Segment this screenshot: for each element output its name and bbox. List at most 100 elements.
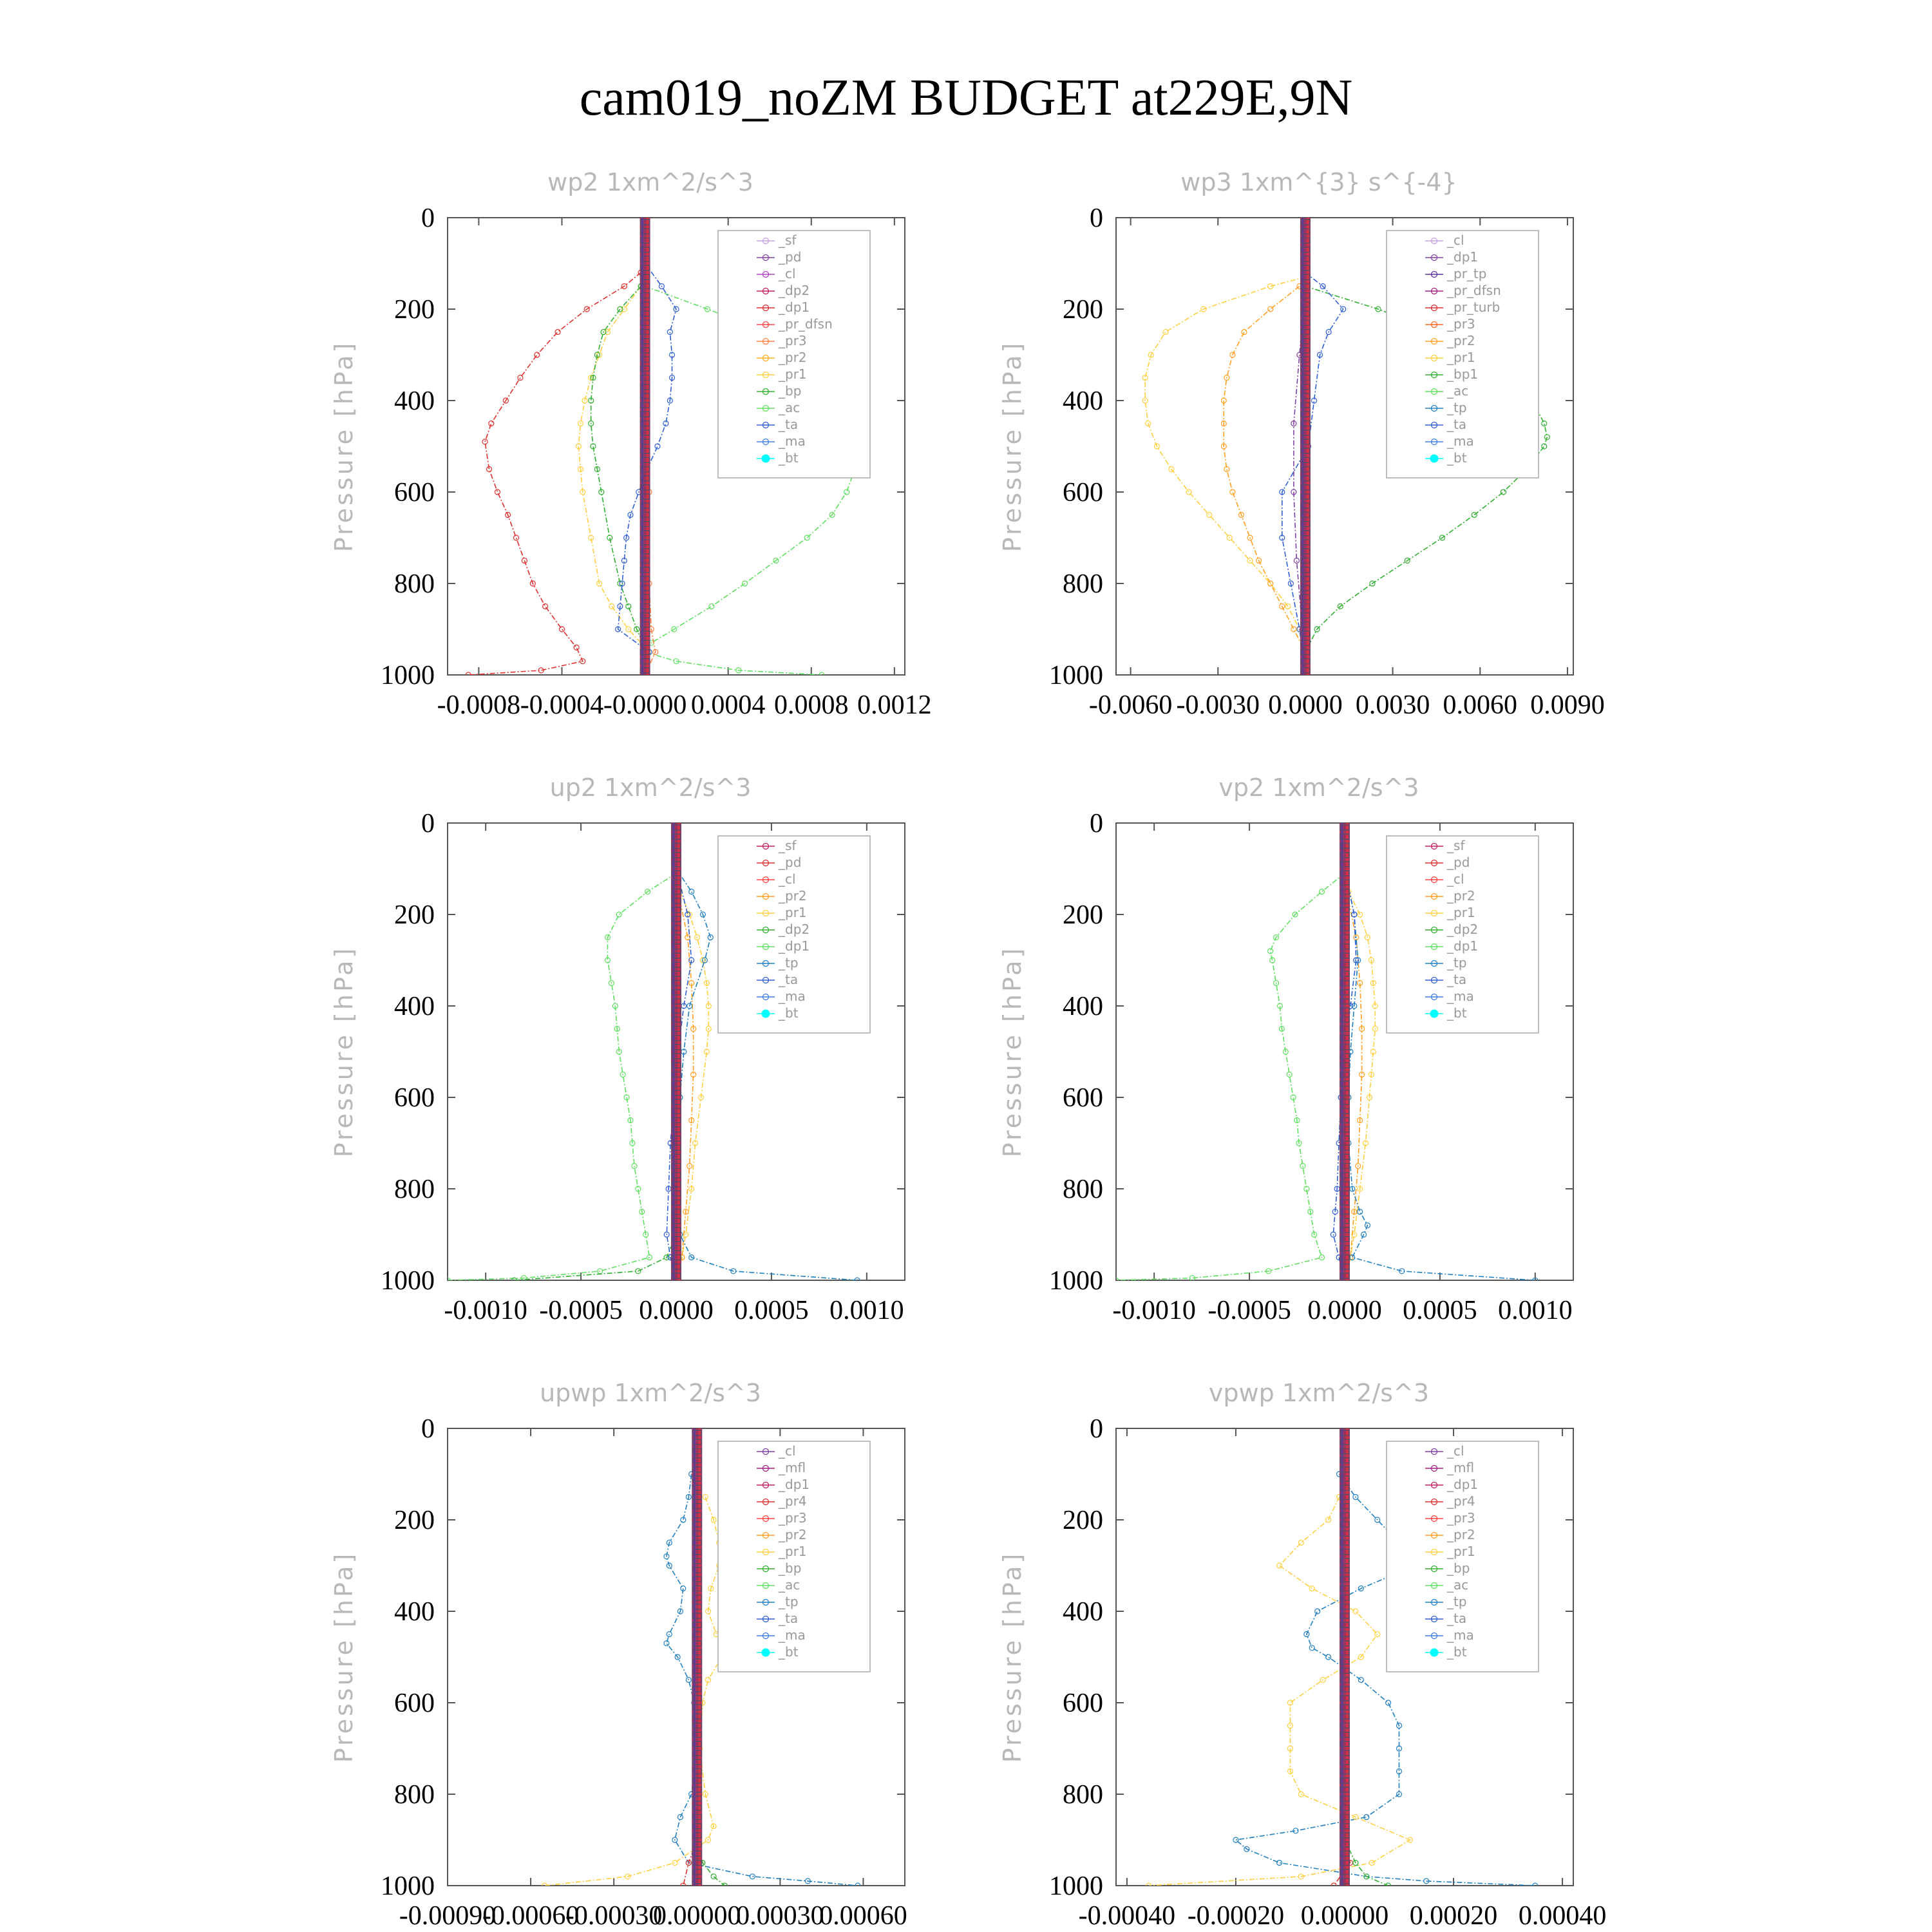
series-group [1116,823,1539,1280]
series-line-pr1 [578,286,650,675]
legend-entry: _pr2 [778,1527,807,1542]
zero-term-marker [1340,1859,1350,1866]
data-point-dp1 [488,420,495,427]
zero-term-marker [1340,934,1350,941]
data-point-dp1 [1278,1025,1285,1032]
data-point-ac [819,672,825,675]
legend-swatch-marker [1430,993,1438,1001]
x-tick-label: -0.0008 [437,690,521,720]
zero-term-marker [1300,594,1311,601]
legend-entry: _cl [778,266,796,281]
y-tick-label: 400 [1063,386,1103,416]
zero-term-marker [1340,1080,1350,1087]
zero-term-marker [639,411,650,418]
zero-term-marker [1340,1539,1350,1546]
data-point-dp1 [1290,1094,1296,1101]
zero-term-marker [692,1640,703,1647]
y-tick-label: 400 [394,992,435,1021]
zero-term-marker [639,612,650,619]
series-line-dp1 [1116,873,1345,1280]
zero-term-marker [671,870,681,876]
data-point-tp [666,1562,672,1569]
data-point-ta [685,911,691,918]
zero-term-marker [639,502,650,509]
zero-term-marker [1300,530,1311,536]
data-point-dp1 [612,1003,618,1009]
data-point-tp [1423,1878,1430,1884]
x-tick-label: 0.0008 [774,690,849,720]
legend-swatch-marker [1430,321,1438,328]
zero-term-marker [671,1062,681,1069]
zero-term-marker [671,1135,681,1142]
data-point-pr1 [1162,328,1169,336]
legend-swatch-marker [762,421,770,429]
data-point-tp [672,1837,678,1843]
zero-term-marker [692,1695,703,1701]
data-point-pr1 [702,1791,708,1797]
data-point-pr1 [688,1186,695,1192]
data-point-dp1 [1291,489,1297,495]
x-tick-label: -0.0005 [539,1296,623,1325]
data-point-pr2 [1359,1071,1365,1078]
zero-term-marker [639,667,650,674]
legend-swatch-marker [1430,421,1438,429]
legend-entry: _ac [778,400,800,415]
zero-term-marker [692,1850,703,1857]
zero-term-marker [639,594,650,601]
y-tick-label: 800 [394,569,435,599]
x-tick-label: 0.0005 [734,1296,809,1325]
data-point-pr1 [1372,1025,1378,1032]
data-point-ac [704,306,711,312]
legend-entry: _dp1 [1446,938,1478,954]
zero-term-marker [1300,566,1311,573]
data-point-bp [600,328,607,336]
zero-term-marker [1340,952,1350,959]
data-point-bp [590,374,596,381]
data-point-dp1 [1294,1117,1300,1124]
data-point-tp [1385,1700,1392,1706]
legend-entry: _bt [778,1644,799,1660]
data-point-pr2 [1241,328,1247,336]
zero-term-marker [671,1245,681,1252]
zero-term-marker [671,1108,681,1115]
zero-term-marker [1300,448,1311,454]
data-point-tp [699,911,706,918]
zero-term-marker [639,328,650,336]
data-point-bp1 [1337,603,1343,610]
data-point-bp1 [1439,535,1446,541]
zero-term-marker [639,347,650,354]
zero-term-marker [1300,256,1311,262]
data-point-dp1 [1307,1208,1314,1215]
data-point-pr1 [582,397,588,404]
data-point-tp [677,1608,684,1615]
zero-term-marker [1340,1667,1350,1674]
data-point-dp1 [1331,1882,1337,1886]
panel-title: vpwp 1xm^2/s^3 [1209,1379,1429,1407]
zero-term-marker [671,833,681,840]
data-point-pr1 [1370,1048,1376,1055]
legend-entry: _ma [1446,989,1474,1004]
panel-title: wp3 1xm^{3} s^{-4} [1180,168,1457,196]
data-point-pr2 [1220,420,1227,427]
legend-swatch-marker [1430,371,1438,379]
zero-term-marker [692,1585,703,1592]
data-point-pr1 [1267,283,1274,290]
data-point-pr1 [1285,603,1291,610]
data-point-pr2 [1255,557,1262,564]
data-point-tp [1352,1493,1359,1501]
series-line-dp1 [448,873,677,1280]
legend-entry: _cl [1446,232,1464,248]
zero-term-marker [1300,484,1311,491]
legend-entry: _ma [778,989,806,1004]
data-point-bp1 [1471,511,1477,518]
x-tick-label: 0.0005 [1403,1296,1477,1325]
zero-term-marker [639,493,650,500]
data-point-ta [1332,1208,1338,1215]
data-point-bp [625,603,632,610]
data-point-ta [663,1231,670,1238]
legend-swatch-marker [762,1632,770,1640]
zero-term-marker [1340,1768,1350,1775]
zero-term-marker [1300,639,1311,647]
zero-term-marker [1340,1585,1350,1592]
data-point-pr1 [697,1094,705,1101]
